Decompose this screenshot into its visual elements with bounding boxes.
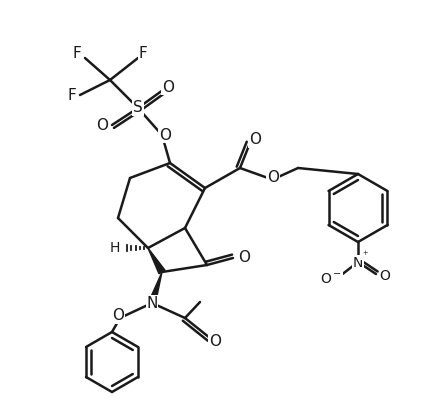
Text: H: H bbox=[110, 241, 120, 255]
Text: O: O bbox=[238, 251, 250, 266]
Text: F: F bbox=[139, 47, 148, 62]
Text: O: O bbox=[249, 132, 261, 147]
Text: O: O bbox=[209, 335, 221, 350]
Text: O: O bbox=[112, 309, 124, 324]
Text: N: N bbox=[353, 256, 363, 270]
Text: N: N bbox=[146, 296, 158, 311]
Text: F: F bbox=[68, 87, 76, 102]
Text: O: O bbox=[380, 269, 390, 283]
Polygon shape bbox=[148, 248, 165, 274]
Text: $^+$: $^+$ bbox=[361, 250, 369, 260]
Text: O: O bbox=[267, 171, 279, 185]
Text: S: S bbox=[133, 100, 143, 115]
Polygon shape bbox=[149, 272, 162, 304]
Text: O$^-$: O$^-$ bbox=[320, 272, 342, 286]
Text: O: O bbox=[162, 79, 174, 94]
Text: O: O bbox=[96, 117, 108, 132]
Text: F: F bbox=[73, 47, 82, 62]
Text: O: O bbox=[159, 128, 171, 143]
